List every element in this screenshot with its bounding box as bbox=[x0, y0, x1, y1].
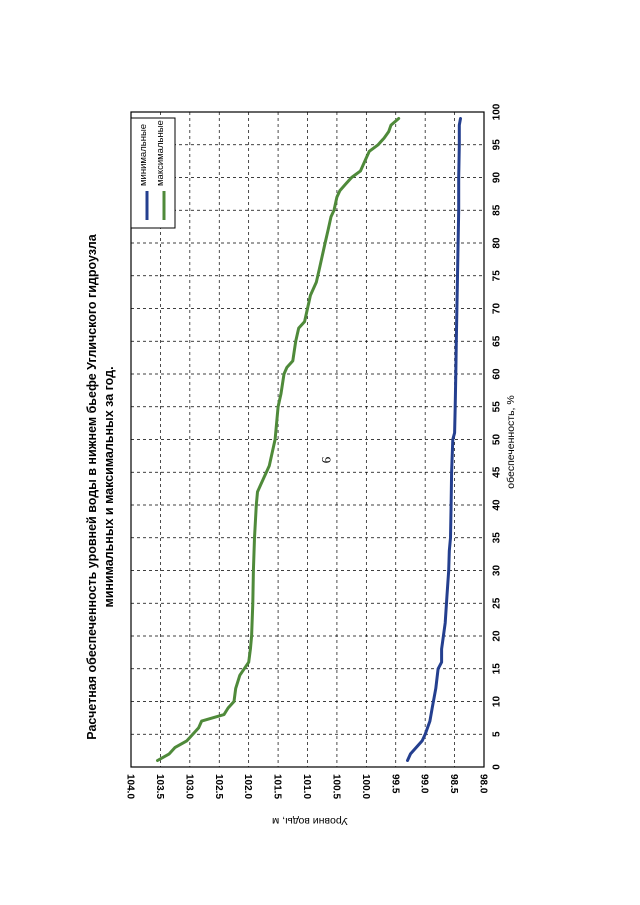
x-axis-title: обеспеченность, % bbox=[505, 395, 517, 488]
y-tick-label: 98.5 bbox=[448, 774, 459, 794]
y-tick-label: 100.0 bbox=[360, 774, 371, 799]
plot-frame bbox=[130, 111, 485, 768]
chart-grid bbox=[131, 112, 484, 767]
y-tick-label: 103.5 bbox=[154, 774, 165, 799]
x-tick-label: 45 bbox=[492, 466, 503, 478]
x-tick-label: 10 bbox=[492, 696, 503, 708]
x-tick-label: 15 bbox=[492, 663, 503, 675]
x-tick-label: 75 bbox=[492, 270, 503, 282]
legend-label-max: максимальные bbox=[155, 120, 166, 186]
chart-title-line1: Расчетная обеспеченность уровней воды в … bbox=[85, 233, 99, 739]
y-tick-label: 100.5 bbox=[330, 774, 341, 799]
x-tick-label: 5 bbox=[492, 731, 503, 737]
x-tick-label: 60 bbox=[492, 368, 503, 380]
x-tick-label: 70 bbox=[492, 303, 503, 315]
x-tick-label: 50 bbox=[492, 434, 503, 446]
x-tick-label: 90 bbox=[492, 172, 503, 184]
legend-box bbox=[130, 117, 176, 229]
x-tick-label: 30 bbox=[492, 565, 503, 577]
y-tick-label: 99.0 bbox=[419, 774, 430, 794]
x-tick-labels: 0 5 10 15 20 25 30 35 40 45 50 55 60 65 70 75 80 85 90 95 10… bbox=[492, 103, 503, 770]
x-tick-label: 80 bbox=[492, 237, 503, 249]
y-axis-title: Уровни воды, м bbox=[272, 815, 348, 827]
x-tick-label: 95 bbox=[492, 139, 503, 151]
x-tick-label: 0 bbox=[492, 764, 503, 770]
series-line-max bbox=[156, 117, 401, 762]
x-tick-label: 40 bbox=[492, 499, 503, 511]
legend-label-min: минимальные bbox=[138, 124, 149, 186]
y-tick-label: 103.0 bbox=[183, 774, 194, 799]
x-tick-label: 65 bbox=[492, 335, 503, 347]
y-tick-label: 101.0 bbox=[301, 774, 312, 799]
x-tick-label: 100 bbox=[492, 103, 503, 120]
y-tick-label: 98.0 bbox=[478, 774, 489, 794]
y-tick-label: 104.0 bbox=[125, 774, 136, 799]
y-tick-label: 101.5 bbox=[272, 774, 283, 799]
x-tick-label: 20 bbox=[492, 630, 503, 642]
y-tick-labels: 104.0 103.5 103.0 102.5 102.0 101.5 101.0 100.5… bbox=[125, 774, 489, 799]
y-tick-label: 102.0 bbox=[242, 774, 253, 799]
series-lines bbox=[156, 117, 462, 762]
y-tick-label: 102.5 bbox=[213, 774, 224, 799]
chart-title-line2: минимальных и максимальных за год. bbox=[102, 366, 116, 607]
x-tick-label: 55 bbox=[492, 401, 503, 413]
x-tick-label: 25 bbox=[492, 597, 503, 609]
y-tick-label: 99.5 bbox=[389, 774, 400, 794]
x-tick-label: 35 bbox=[492, 532, 503, 544]
series-line-min bbox=[406, 117, 462, 762]
legend: минимальные максимальные bbox=[130, 117, 176, 229]
x-tick-label: 85 bbox=[492, 204, 503, 216]
